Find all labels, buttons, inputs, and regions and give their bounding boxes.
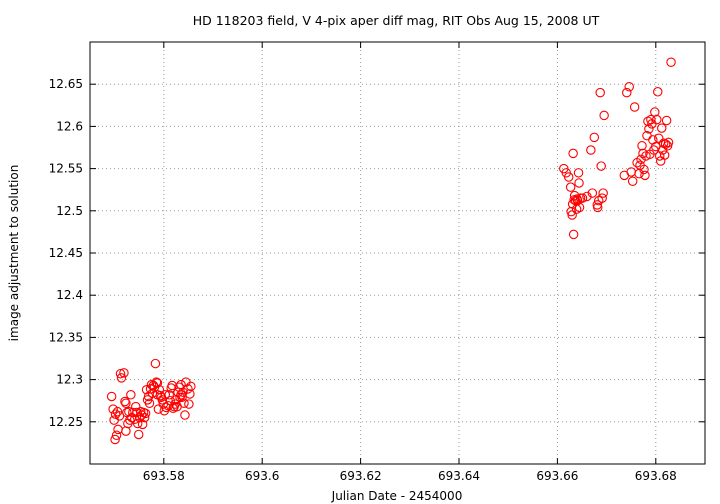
x-tick-label: 693.64 bbox=[438, 469, 480, 483]
data-point bbox=[120, 396, 130, 407]
x-tick-label: 693.68 bbox=[635, 469, 677, 483]
data-point bbox=[652, 114, 662, 125]
data-point bbox=[656, 123, 667, 133]
data-point bbox=[160, 390, 171, 400]
data-point bbox=[636, 154, 646, 165]
data-point bbox=[568, 229, 579, 240]
data-point bbox=[574, 178, 584, 188]
y-tick-label: 12.45 bbox=[49, 246, 83, 260]
data-point bbox=[137, 419, 148, 430]
data-point bbox=[565, 182, 576, 192]
data-point bbox=[126, 390, 136, 400]
data-point bbox=[666, 57, 676, 68]
data-point bbox=[152, 378, 163, 388]
data-point bbox=[177, 392, 187, 403]
data-point bbox=[650, 107, 660, 117]
gridlines bbox=[90, 42, 705, 464]
data-point bbox=[573, 168, 584, 178]
y-tick-label: 12.55 bbox=[49, 162, 83, 176]
y-axis-label: image adjustment to solution bbox=[7, 165, 21, 342]
data-point bbox=[587, 188, 598, 198]
data-point bbox=[111, 430, 122, 441]
data-point bbox=[183, 384, 193, 394]
data-point bbox=[592, 202, 603, 213]
data-point bbox=[629, 102, 640, 112]
x-tick-label: 693.6 bbox=[245, 469, 279, 483]
data-point bbox=[186, 381, 196, 392]
chart-title: HD 118203 field, V 4-pix aper diff mag, … bbox=[193, 13, 600, 28]
data-point bbox=[659, 150, 670, 160]
data-point bbox=[589, 132, 600, 143]
y-tick-label: 12.4 bbox=[56, 288, 83, 302]
data-point bbox=[655, 156, 666, 166]
data-point bbox=[582, 191, 592, 202]
y-tick-label: 12.25 bbox=[49, 415, 83, 429]
data-point bbox=[597, 193, 607, 203]
data-point bbox=[640, 170, 650, 181]
data-point bbox=[164, 390, 174, 400]
x-axis-label: Julian Date - 2454000 bbox=[331, 489, 463, 503]
data-point bbox=[140, 408, 151, 419]
data-point bbox=[654, 133, 664, 143]
y-tick-label: 12.35 bbox=[49, 330, 83, 344]
data-point bbox=[110, 434, 120, 445]
y-tick-label: 12.3 bbox=[56, 373, 83, 387]
data-point bbox=[626, 167, 636, 177]
data-point bbox=[119, 368, 129, 378]
data-point bbox=[106, 391, 117, 402]
data-point bbox=[132, 418, 143, 429]
y-tick-label: 12.6 bbox=[56, 119, 83, 133]
data-point bbox=[180, 410, 190, 420]
data-point bbox=[599, 110, 609, 121]
data-point bbox=[109, 415, 119, 425]
data-point bbox=[586, 145, 596, 155]
axis-ticks bbox=[90, 42, 705, 464]
data-point bbox=[638, 148, 648, 159]
data-point bbox=[574, 202, 585, 213]
data-point bbox=[184, 399, 194, 409]
data-point bbox=[116, 373, 127, 383]
data-point bbox=[644, 124, 654, 134]
data-point bbox=[144, 398, 155, 408]
data-point bbox=[112, 406, 123, 417]
data-point bbox=[622, 87, 632, 98]
y-tick-label: 12.65 bbox=[49, 77, 83, 91]
data-point bbox=[653, 87, 663, 97]
data-point bbox=[639, 164, 649, 175]
data-point bbox=[178, 387, 188, 398]
data-point bbox=[624, 81, 634, 92]
data-point bbox=[113, 424, 123, 435]
x-tick-label: 693.66 bbox=[536, 469, 578, 483]
data-point bbox=[572, 195, 583, 206]
x-tick-label: 693.62 bbox=[340, 469, 382, 483]
data-point bbox=[131, 401, 141, 412]
data-point bbox=[150, 358, 161, 369]
data-point bbox=[596, 161, 606, 171]
x-tick-label: 693.58 bbox=[143, 469, 185, 483]
data-point bbox=[121, 426, 131, 436]
data-point bbox=[121, 398, 131, 408]
data-point bbox=[133, 429, 144, 440]
data-point bbox=[115, 368, 126, 379]
data-point bbox=[563, 172, 574, 182]
data-point bbox=[153, 404, 164, 414]
data-point bbox=[663, 137, 674, 148]
data-point bbox=[577, 193, 588, 203]
y-tick-labels: 12.25 12.3 12.35 12.4 12.45 12.5 12.55 12.6 12.6… bbox=[49, 77, 83, 429]
data-point bbox=[661, 115, 672, 126]
data-point bbox=[179, 398, 189, 408]
data-point bbox=[139, 412, 150, 423]
data-point bbox=[627, 176, 638, 187]
y-tick-label: 12.5 bbox=[56, 204, 83, 218]
data-point bbox=[568, 148, 578, 159]
data-point bbox=[185, 389, 195, 399]
data-point bbox=[595, 87, 605, 98]
data-points bbox=[106, 57, 676, 445]
data-point bbox=[598, 188, 608, 198]
x-tick-labels: 693.58 693.6 693.62 693.64 693.66 693.68 bbox=[143, 469, 677, 483]
data-point bbox=[646, 114, 656, 125]
data-point bbox=[637, 141, 647, 151]
data-point bbox=[654, 151, 665, 161]
